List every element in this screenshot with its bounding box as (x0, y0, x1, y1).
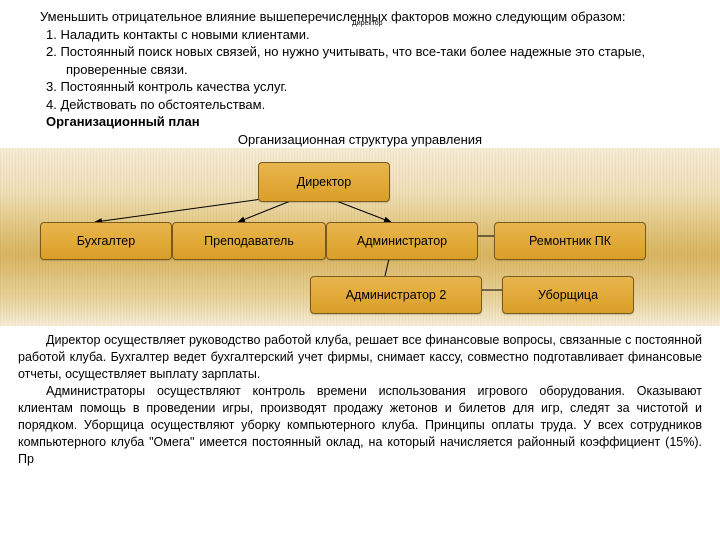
body-p1: Директор осуществляет руководство работо… (18, 332, 702, 383)
org-chart: ДиректорБухгалтерПреподавательАдминистра… (0, 148, 720, 326)
body-p2: Администраторы осуществляют контроль вре… (18, 383, 702, 467)
intro-item-3: 3. Постоянный контроль качества услуг. (18, 78, 702, 96)
org-node-admin2: Администратор 2 (310, 276, 482, 314)
intro-item-4: 4. Действовать по обстоятельствам. (18, 96, 702, 114)
org-node-director: Директор (258, 162, 390, 202)
org-subtitle: Организационная структура управления (18, 131, 702, 149)
org-node-repair: Ремонтник ПК (494, 222, 646, 260)
org-node-admin1: Администратор (326, 222, 478, 260)
intro-item-2: 2. Постоянный поиск новых связей, но нуж… (18, 43, 702, 78)
intro-item-1: 1. Наладить контакты с новыми клиентами. (18, 26, 702, 44)
org-node-cleaner: Уборщица (502, 276, 634, 314)
tiny-director-label: Директор (352, 20, 383, 27)
org-plan-heading: Организационный план (18, 113, 702, 131)
body-block: Директор осуществляет руководство работо… (0, 326, 720, 467)
org-node-accountant: Бухгалтер (40, 222, 172, 260)
org-node-teacher: Преподаватель (172, 222, 326, 260)
